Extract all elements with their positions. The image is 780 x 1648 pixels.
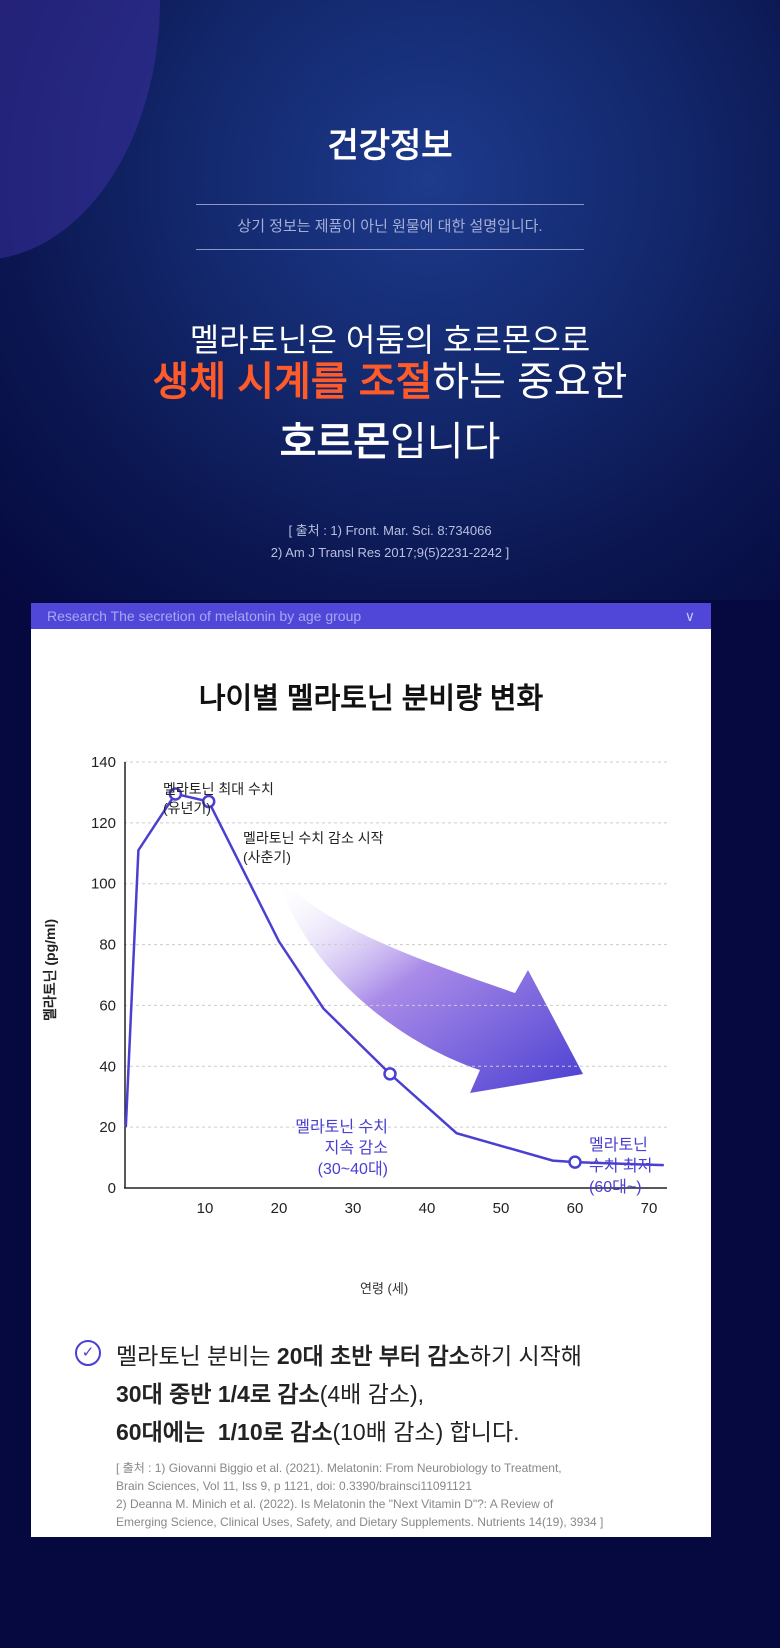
source-line: Brain Sciences, Vol 11, Iss 9, p 1121, d… [116, 1479, 473, 1493]
annotation-peak: 멜라토닌 최대 수치 (유년기) [163, 780, 274, 818]
notice-text: 상기 정보는 제품이 아닌 원물에 대한 설명입니다. [196, 204, 584, 250]
card-header-label: Research The secretion of melatonin by a… [47, 608, 362, 624]
annotation-text: (60대~) [589, 1179, 642, 1196]
source-line: 2) Am J Transl Res 2017;9(5)2231-2242 ] [270, 545, 510, 560]
data-point-marker [568, 1155, 582, 1169]
summary-bold: 30대 중반 1/4로 감소 [116, 1381, 320, 1407]
y-tick-label: 120 [91, 815, 116, 832]
annotation-text: 지속 감소 [324, 1140, 388, 1157]
check-circle-icon: ✓ [75, 1340, 101, 1366]
y-tick-label: 40 [99, 1058, 116, 1075]
headline-text: 하는 중요한 [432, 360, 628, 404]
summary-text-part: (4배 감소), [319, 1381, 425, 1407]
series-line [124, 792, 664, 1167]
summary-text: 멜라토닌 분비는 20대 초반 부터 감소하기 시작해 30대 중반 1/4로 … [116, 1337, 582, 1451]
x-tick-label: 60 [567, 1200, 584, 1217]
summary-bold: 60대에는 1/10로 감소 [116, 1419, 333, 1445]
data-point-marker [383, 1067, 397, 1081]
summary-line-3: 60대에는 1/10로 감소(10배 감소) 합니다. [116, 1413, 582, 1451]
x-tick-label: 20 [271, 1200, 288, 1217]
source-line: 2) Deanna M. Minich et al. (2022). Is Me… [116, 1497, 554, 1511]
decline-arrow [278, 876, 583, 1093]
source-line: Emerging Science, Clinical Uses, Safety,… [116, 1515, 604, 1529]
chevron-down-icon[interactable]: ∨ [684, 608, 695, 624]
headline-bold: 호르몬 [279, 420, 390, 464]
card-header[interactable]: Research The secretion of melatonin by a… [31, 603, 711, 629]
annotation-text: 멜라토닌 수치 감소 시작 [243, 830, 384, 846]
data-point-marker [168, 787, 183, 801]
page-title: 건강정보 [327, 127, 453, 165]
data-point-marker [201, 794, 216, 809]
summary-bold: 20대 초반 부터 감소 [276, 1343, 470, 1369]
headline-line-2: 생체 시계를 조절하는 중요한 [0, 350, 780, 414]
headline-highlight: 생체 시계를 조절 [152, 360, 433, 404]
annotation-text: (30~40대) [317, 1161, 388, 1178]
annotation-text: (사춘기) [243, 849, 291, 865]
y-tick-label: 100 [91, 876, 116, 893]
annotation-text: 멜라토닌 수치 [295, 1119, 388, 1136]
x-tick-label: 10 [197, 1200, 214, 1217]
annotation-text: 수치 최저 [589, 1158, 653, 1175]
source-line: [ 출처 : 1) Giovanni Biggio et al. (2021).… [116, 1461, 562, 1475]
x-axis-label: 연령 (세) [360, 1281, 409, 1296]
headline-line-3: 호르몬입니다 [0, 410, 780, 474]
y-tick-label: 0 [108, 1180, 116, 1197]
annotation-text: 멜라토닌 최대 수치 [163, 781, 274, 797]
research-card: Research The secretion of melatonin by a… [31, 603, 711, 1537]
chart-sources: [ 출처 : 1) Giovanni Biggio et al. (2021).… [116, 1459, 696, 1531]
summary-text-part: 하기 시작해 [469, 1343, 582, 1369]
y-axis-label: 멜라토닌 (pg/ml) [42, 918, 58, 1022]
headline-text: 입니다 [390, 420, 501, 464]
chart-title: 나이별 멜라토닌 분비량 변화 [198, 683, 544, 715]
hero-sources: [ 출처 : 1) Front. Mar. Sci. 8:734066 2) Am… [0, 520, 780, 564]
annotation-text: 멜라토닌 [589, 1137, 648, 1154]
summary-text-part: 멜라토닌 분비는 [116, 1343, 277, 1369]
y-tick-label: 60 [99, 997, 116, 1014]
y-tick-label: 80 [99, 937, 116, 954]
y-tick-label: 140 [91, 754, 116, 771]
hero-section: 건강정보 상기 정보는 제품이 아닌 원물에 대한 설명입니다. 멜라토닌은 어… [0, 0, 780, 600]
summary-line-1: 멜라토닌 분비는 20대 초반 부터 감소하기 시작해 [116, 1337, 582, 1375]
headline-line-1: 멜라토닌은 어둠의 호르몬으로 [189, 322, 591, 358]
summary-text-part: (10배 감소) 합니다. [332, 1419, 520, 1445]
x-tick-label: 70 [641, 1200, 658, 1217]
annotation-text: (유년기) [163, 800, 211, 816]
x-tick-label: 30 [345, 1200, 362, 1217]
x-tick-label: 50 [493, 1200, 510, 1217]
x-tick-label: 40 [419, 1200, 436, 1217]
annotation-start: 멜라토닌 수치 감소 시작 (사춘기) [243, 829, 383, 867]
source-line: [ 출처 : 1) Front. Mar. Sci. 8:734066 [288, 523, 492, 538]
summary-line-2: 30대 중반 1/4로 감소(4배 감소), [116, 1375, 582, 1413]
y-tick-label: 20 [99, 1119, 116, 1136]
